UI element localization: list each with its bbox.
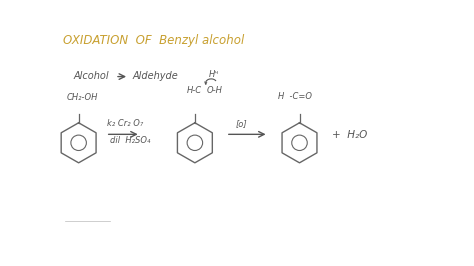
Text: Hᴴ: Hᴴ bbox=[209, 70, 219, 79]
Text: k₂ Cr₂ O₇: k₂ Cr₂ O₇ bbox=[107, 119, 144, 128]
Text: dil  H₂SO₄: dil H₂SO₄ bbox=[109, 136, 150, 145]
Text: Aldehyde: Aldehyde bbox=[132, 71, 178, 81]
Text: O-H: O-H bbox=[207, 86, 222, 95]
Text: [o]: [o] bbox=[236, 119, 247, 128]
Text: H-C: H-C bbox=[187, 86, 202, 95]
Text: +  H₂O: + H₂O bbox=[332, 130, 367, 140]
Text: Alcohol: Alcohol bbox=[73, 71, 109, 81]
Text: CH₂-OH: CH₂-OH bbox=[66, 93, 98, 102]
Text: H  -C=O: H -C=O bbox=[278, 92, 312, 101]
Text: OXIDATION  OF  Benzyl alcohol: OXIDATION OF Benzyl alcohol bbox=[63, 34, 245, 47]
